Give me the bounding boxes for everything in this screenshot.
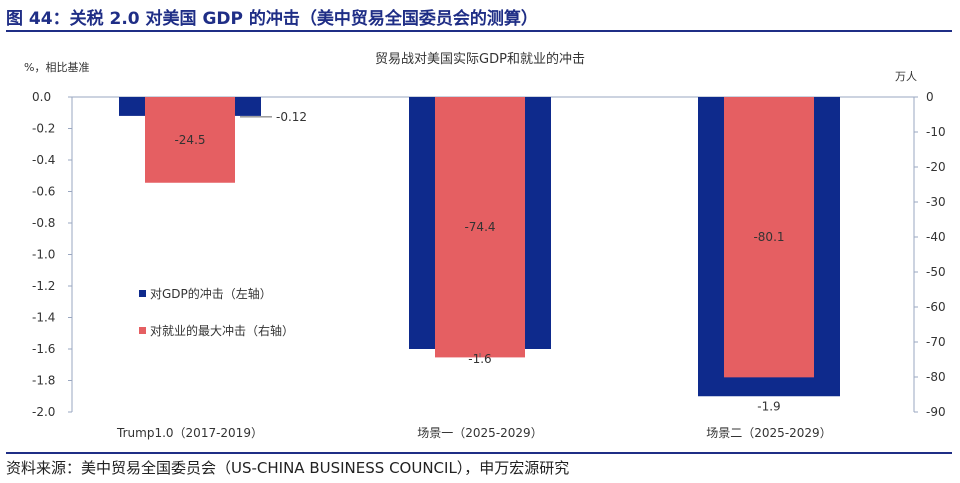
right-axis-title: 万人	[895, 70, 917, 83]
left-axis-tick-label: -1.6	[32, 342, 55, 356]
left-axis-tick-label: -1.4	[32, 311, 55, 325]
figure-title: 图 44：关税 2.0 对美国 GDP 的冲击（美中贸易全国委员会的测算）	[6, 9, 538, 29]
category-label: Trump1.0（2017-2019）	[116, 426, 263, 440]
right-axis-tick-label: -40	[926, 230, 946, 244]
employment-data-label: -24.5	[174, 133, 205, 147]
employment-bar	[145, 97, 235, 183]
chart-title: 贸易战对美国实际GDP和就业的冲击	[375, 51, 585, 67]
left-axis-tick-label: -1.0	[32, 248, 55, 262]
right-axis-tick-label: -80	[926, 370, 946, 384]
category-label: 场景一（2025-2029）	[417, 426, 542, 440]
left-axis-tick-label: -0.4	[32, 153, 55, 167]
legend-label-gdp: 对GDP的冲击（左轴）	[150, 286, 272, 301]
right-axis-tick-label: -90	[926, 405, 946, 419]
right-axis-tick-label: -50	[926, 265, 946, 279]
source-note: 资料来源：美中贸易全国委员会（US-CHINA BUSINESS COUNCIL…	[6, 459, 570, 477]
gdp-data-label: -0.12	[276, 110, 307, 124]
left-axis-tick-label: -0.8	[32, 216, 55, 230]
right-axis-tick-label: -70	[926, 335, 946, 349]
left-axis-tick-label: -2.0	[32, 405, 55, 419]
legend-label-employment: 对就业的最大冲击（右轴）	[150, 323, 294, 338]
legend-swatch-employment	[139, 327, 146, 334]
employment-bar	[724, 97, 814, 378]
right-axis-tick-label: -10	[926, 125, 946, 139]
left-axis-tick-label: -1.2	[32, 279, 55, 293]
right-axis-tick-label: -60	[926, 300, 946, 314]
gdp-data-label: -1.6	[468, 352, 491, 366]
right-axis-tick-label: 0	[926, 90, 934, 104]
source-divider	[6, 452, 952, 454]
employment-bar	[435, 97, 525, 358]
employment-data-label: -80.1	[753, 230, 784, 244]
left-axis-title: %，相比基准	[24, 61, 89, 74]
category-label: 场景二（2025-2029）	[706, 426, 831, 440]
employment-data-label: -74.4	[464, 220, 495, 234]
left-axis-tick-label: -0.6	[32, 185, 55, 199]
left-axis-tick-label: -0.2	[32, 122, 55, 136]
right-axis-tick-label: -30	[926, 195, 946, 209]
left-axis-tick-label: -1.8	[32, 374, 55, 388]
title-divider	[6, 30, 952, 32]
legend-swatch-gdp	[139, 290, 146, 297]
gdp-data-label: -1.9	[757, 399, 780, 413]
right-axis-tick-label: -20	[926, 160, 946, 174]
left-axis-tick-label: 0.0	[32, 90, 51, 104]
